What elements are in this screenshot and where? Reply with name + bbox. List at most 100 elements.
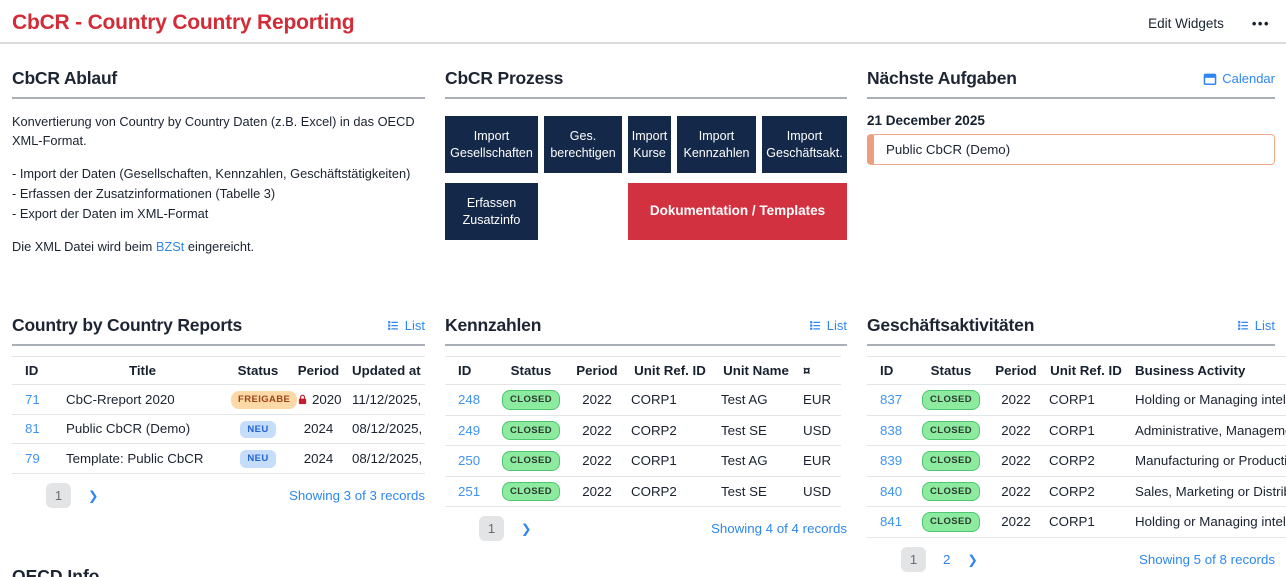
- col-business-activity: Business Activity: [1129, 356, 1286, 385]
- page-1-button[interactable]: 1: [479, 516, 504, 541]
- widget-cbcr-prozess: CbCR Prozess Import Gesellschaften Ges. …: [445, 68, 847, 291]
- status-badge: CLOSED: [493, 445, 569, 477]
- next-page-icon[interactable]: ❯: [88, 488, 99, 503]
- widget-naechste-aufgaben: Nächste Aufgaben Calendar 21 December 20…: [867, 68, 1275, 291]
- col-period: Period: [291, 356, 346, 385]
- aktivitaet-unit-ref: CORP1: [1043, 384, 1129, 416]
- widget-title: CbCR Prozess: [445, 68, 564, 88]
- list-icon: [1237, 321, 1248, 330]
- ablauf-text: Konvertierung von Country by Country Dat…: [12, 112, 425, 256]
- closed-badge: CLOSED: [922, 451, 980, 471]
- ablauf-bullet: - Export der Daten im XML-Format: [12, 206, 209, 222]
- edit-widgets-button[interactable]: Edit Widgets: [1148, 15, 1224, 31]
- kennzahlen-list-link[interactable]: List: [808, 318, 847, 333]
- page-2-button[interactable]: 2: [943, 551, 951, 567]
- table-header-row: ID Title Status Period Updated at: [12, 356, 425, 385]
- status-badge: CLOSED: [493, 476, 569, 507]
- aktivitaet-id-link[interactable]: 838: [867, 415, 913, 446]
- aktivitaet-period: 2022: [989, 445, 1043, 477]
- table-row: 251 CLOSED 2022 CORP2 Test SE USD: [445, 476, 841, 507]
- aktivitaeten-list-link[interactable]: List: [1236, 318, 1275, 333]
- col-id: ID: [12, 356, 60, 385]
- kennzahl-currency: EUR: [797, 445, 841, 477]
- calendar-link[interactable]: Calendar: [1203, 71, 1275, 86]
- col-id: ID: [445, 356, 493, 385]
- report-period: 2020: [291, 384, 346, 415]
- report-id-link[interactable]: 71: [12, 384, 60, 415]
- aktivitaet-unit-ref: CORP1: [1043, 506, 1129, 538]
- widgets-row-top: CbCR Ablauf Konvertierung von Country by…: [0, 68, 1286, 291]
- status-badge: CLOSED: [913, 506, 989, 538]
- col-status: Status: [225, 356, 291, 385]
- dokumentation-templates-button[interactable]: Dokumentation / Templates: [628, 183, 847, 240]
- report-title: Public CbCR (Demo): [60, 414, 225, 444]
- lock-icon: [298, 394, 307, 404]
- col-status: Status: [913, 356, 989, 385]
- status-badge: CLOSED: [913, 445, 989, 477]
- widget-header: Nächste Aufgaben Calendar: [867, 68, 1275, 99]
- aktivitaet-period: 2022: [989, 506, 1043, 538]
- aktivitaet-period: 2022: [989, 415, 1043, 446]
- aktivitaet-unit-ref: CORP1: [1043, 415, 1129, 446]
- import-geschaeftsakt-button[interactable]: Import Geschäftsakt.: [762, 116, 847, 173]
- import-kennzahlen-button[interactable]: Import Kennzahlen: [677, 116, 756, 173]
- table-row: 841 CLOSED 2022 CORP1 Holding or Managin…: [867, 506, 1286, 538]
- status-badge: NEU: [225, 443, 291, 474]
- aktivitaet-period: 2022: [989, 476, 1043, 507]
- col-unit-ref: Unit Ref. ID: [1043, 356, 1129, 385]
- widget-title: CbCR Ablauf: [12, 68, 118, 88]
- erfassen-zusatzinfo-button[interactable]: Erfassen Zusatzinfo: [445, 183, 538, 240]
- next-page-icon[interactable]: ❯: [521, 522, 532, 536]
- closed-badge: CLOSED: [502, 481, 560, 501]
- page-1-button[interactable]: 1: [46, 482, 71, 508]
- widget-kennzahlen: Kennzahlen List ID Status Period Unit Re…: [445, 315, 847, 572]
- bzst-link[interactable]: BZSt: [155, 238, 185, 254]
- widget-title: Kennzahlen: [445, 315, 542, 335]
- report-id-link[interactable]: 81: [12, 414, 60, 444]
- report-id-link[interactable]: 79: [12, 443, 60, 474]
- records-summary: Showing 4 of 4 records: [710, 521, 847, 536]
- partial-widget-title-oecd: OECD Info: [12, 566, 100, 577]
- neu-badge: NEU: [240, 420, 276, 438]
- widget-title: Geschäftsaktivitäten: [867, 315, 1035, 335]
- process-row-2: Erfassen Zusatzinfo Dokumentation / Temp…: [445, 183, 847, 240]
- report-title: Template: Public CbCR: [60, 443, 225, 474]
- table-header-row: ID Status Period Unit Ref. ID Business A…: [867, 356, 1286, 385]
- kennzahl-id-link[interactable]: 250: [445, 445, 493, 477]
- kennzahl-id-link[interactable]: 249: [445, 415, 493, 446]
- col-status: Status: [493, 356, 569, 385]
- reports-pagination: 1 ❯ Showing 3 of 3 records: [12, 482, 425, 508]
- process-buttons: Import Gesellschaften Ges. berechtigen I…: [445, 116, 847, 240]
- aktivitaet-id-link[interactable]: 837: [867, 384, 913, 416]
- page-title: CbCR - Country Country Reporting: [12, 11, 355, 34]
- ablauf-bullet: - Import der Daten (Gesellschaften, Kenn…: [12, 166, 411, 182]
- freigabe-badge: FREIGABE: [231, 391, 298, 409]
- outro-post: eingereicht.: [184, 238, 255, 254]
- aktivitaet-id-link[interactable]: 839: [867, 445, 913, 477]
- aktivitaeten-table: ID Status Period Unit Ref. ID Business A…: [867, 356, 1286, 538]
- status-badge: FREIGABE: [225, 384, 298, 415]
- process-row-1: Import Gesellschaften Ges. berechtigen I…: [445, 116, 847, 173]
- ablauf-outro: Die XML Datei wird beim BZSt eingereicht…: [12, 237, 425, 256]
- page-1-button[interactable]: 1: [901, 546, 926, 572]
- reports-list-link[interactable]: List: [386, 318, 425, 333]
- import-kurse-button[interactable]: Import Kurse: [628, 116, 671, 173]
- kennzahl-unit-ref: CORP1: [625, 445, 715, 477]
- kennzahl-unit-ref: CORP2: [625, 415, 715, 446]
- kennzahl-id-link[interactable]: 248: [445, 384, 493, 416]
- more-options-icon[interactable]: •••: [1251, 15, 1270, 31]
- ges-berechtigen-button[interactable]: Ges. berechtigen: [544, 116, 622, 173]
- aktivitaet-id-link[interactable]: 841: [867, 506, 913, 538]
- col-period: Period: [989, 356, 1043, 385]
- list-icon: [387, 321, 398, 330]
- next-page-icon[interactable]: ❯: [967, 552, 978, 567]
- import-gesellschaften-button[interactable]: Import Gesellschaften: [445, 116, 538, 173]
- task-item[interactable]: Public CbCR (Demo): [867, 134, 1275, 165]
- ablauf-intro: Konvertierung von Country by Country Dat…: [12, 114, 415, 149]
- widget-header: CbCR Ablauf: [12, 68, 425, 99]
- process-spacer: [544, 183, 622, 240]
- outro-pre: Die XML Datei wird beim: [12, 238, 156, 254]
- widget-cbc-reports: Country by Country Reports List ID Title…: [12, 315, 425, 572]
- aktivitaet-id-link[interactable]: 840: [867, 476, 913, 507]
- kennzahl-id-link[interactable]: 251: [445, 476, 493, 507]
